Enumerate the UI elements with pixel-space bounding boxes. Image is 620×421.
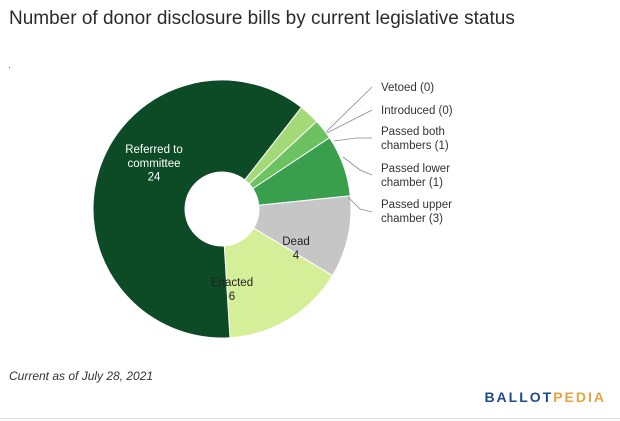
labels-group: Vetoed (0) Introduced (0) Passed both chamb…: [125, 82, 453, 303]
label-passed-both-chambers: Passed both chambers (1): [381, 126, 449, 152]
slice-enacted[interactable]: [223, 227, 334, 339]
stray-dot: [9, 67, 10, 68]
chart-title: Number of donor disclosure bills by curr…: [9, 8, 515, 29]
ballotpedia-logo[interactable]: BALLOTPEDIA: [484, 389, 606, 405]
leader-line-passed-lower-chamber: [342, 156, 373, 176]
leader-line-passed-both-chambers: [333, 137, 372, 142]
leader-line-introduced: [326, 109, 373, 134]
logo-part-pedia: PEDIA: [553, 389, 606, 405]
slice-referred-to-committee[interactable]: [92, 79, 303, 339]
footnote: Current as of July 28, 2021: [9, 369, 154, 383]
label-passed-lower-chamber: Passed lower chamber (1): [381, 163, 450, 189]
label-vetoed: Vetoed (0): [381, 82, 434, 94]
slices-group: [92, 79, 352, 339]
leader-lines-group: [325, 86, 373, 213]
bottom-rule: [0, 418, 620, 419]
label-enacted: Enacted 6: [211, 277, 253, 303]
logo-part-ballot: BALLOT: [484, 389, 554, 405]
leader-line-passed-upper-chamber: [347, 196, 373, 213]
label-dead: Dead 4: [282, 236, 310, 262]
leader-line-vetoed: [325, 86, 373, 133]
label-referred-to-committee: Referred to committee 24: [125, 144, 183, 184]
label-introduced: Introduced (0): [381, 105, 453, 117]
label-passed-upper-chamber: Passed upper chamber (3): [381, 199, 452, 225]
